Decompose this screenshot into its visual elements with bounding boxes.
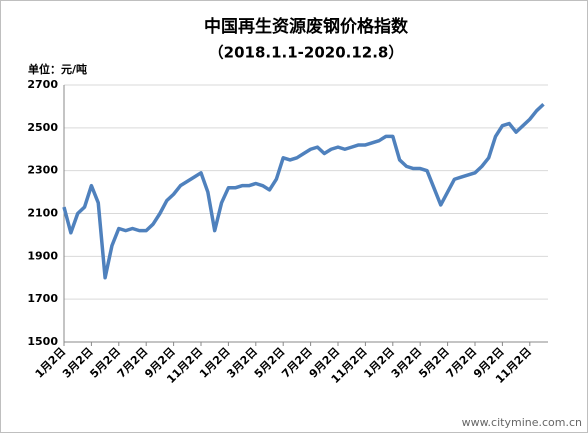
chart-subtitle: （2018.1.1-2020.12.8） [209,44,404,62]
y-tick-label: 2100 [27,207,58,220]
price-line [62,102,545,280]
watermark: www.citymine.com.cn [462,416,582,429]
y-tick-label: 2700 [27,78,58,91]
y-tick-label: 1700 [27,292,58,305]
chart-title: 中国再生资源废钢价格指数 [204,16,409,37]
y-axis-label: 单位：元/吨 [28,62,87,76]
y-tick-label: 2300 [27,164,58,177]
y-tick-label: 1500 [27,335,58,348]
y-tick-label: 2500 [27,121,58,134]
y-tick-label: 1900 [27,249,58,262]
